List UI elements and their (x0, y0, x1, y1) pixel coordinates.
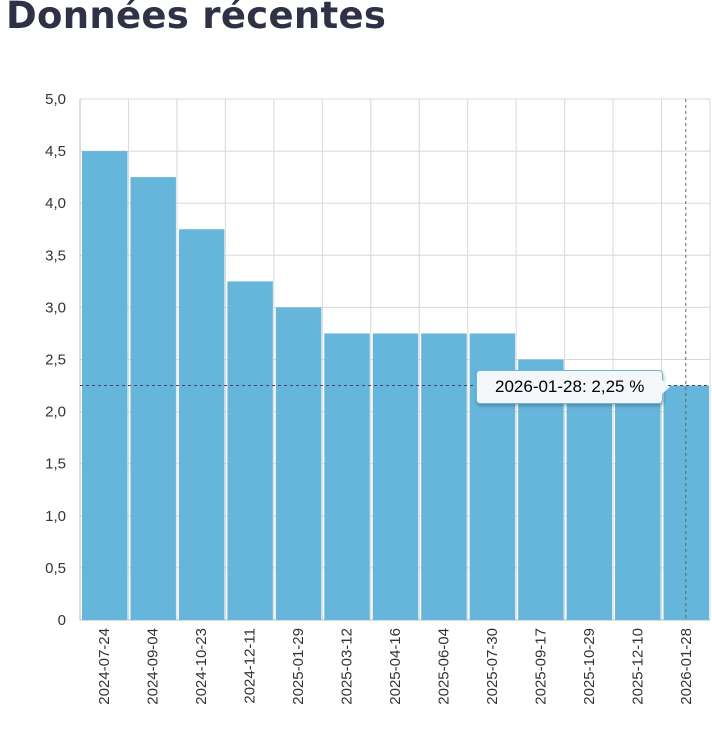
x-tick-label: 2025-07-30 (484, 628, 501, 705)
y-tick-label: 4,0 (45, 195, 66, 212)
y-tick-label: 5,0 (45, 91, 66, 108)
x-tick-label: 2025-09-17 (532, 628, 549, 705)
x-tick-label: 2024-07-24 (96, 628, 113, 705)
bar (275, 307, 322, 620)
y-tick-label: 4,5 (45, 143, 66, 160)
x-tick-label: 2024-12-11 (242, 628, 259, 704)
y-tick-label: 3,0 (45, 299, 66, 316)
bar (615, 385, 661, 620)
x-tick-label: 2025-10-29 (581, 628, 598, 705)
bar (421, 333, 467, 620)
y-tick-label: 0 (58, 612, 66, 629)
x-tick-label: 2025-01-29 (290, 628, 307, 705)
bar (566, 385, 613, 620)
x-tick-label: 2024-10-23 (193, 628, 210, 705)
bar (227, 281, 273, 620)
bar (372, 333, 419, 620)
y-tick-label: 1,5 (45, 456, 66, 473)
y-tick-label: 0,5 (45, 560, 66, 577)
y-tick-label: 2,0 (45, 404, 66, 421)
y-tick-label: 2,5 (45, 352, 66, 369)
x-tick-label: 2024-09-04 (145, 628, 162, 705)
tooltip: 2026-01-28: 2,25 % (476, 370, 671, 404)
y-tick-label: 1,0 (45, 508, 66, 525)
y-tick-label: 3,5 (45, 247, 66, 264)
x-tick-label: 2025-03-12 (339, 628, 356, 705)
bar (178, 229, 225, 620)
x-tick-label: 2026-01-28 (678, 628, 695, 705)
page-title: Données récentes (6, 0, 387, 37)
bar (324, 333, 370, 620)
x-tick-label: 2025-06-04 (435, 628, 452, 705)
x-tick-label: 2025-04-16 (387, 628, 404, 705)
bar (130, 177, 176, 620)
x-tick-label: 2025-12-10 (629, 628, 646, 705)
